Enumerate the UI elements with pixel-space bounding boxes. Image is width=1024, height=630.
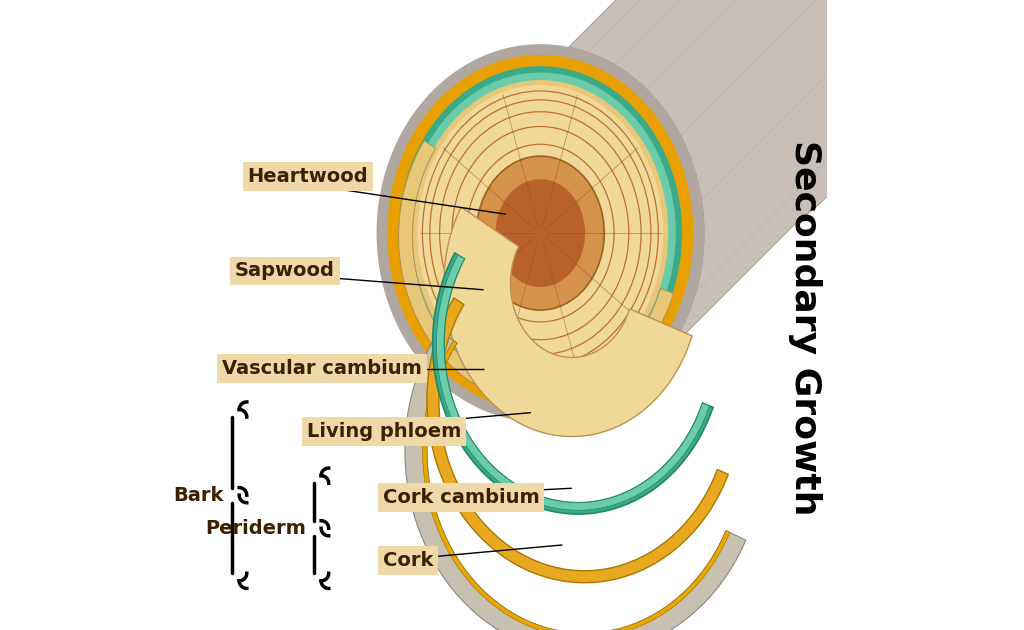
Polygon shape [436,255,710,510]
Text: Cork: Cork [383,551,433,570]
Text: Periderm: Periderm [205,518,306,538]
Text: Secondary Growth: Secondary Growth [787,140,822,515]
Ellipse shape [413,80,669,386]
Polygon shape [404,330,745,630]
Text: Bark: Bark [174,486,224,505]
Polygon shape [398,140,674,403]
Text: Heartwood: Heartwood [248,167,368,186]
Ellipse shape [496,179,585,287]
Text: Sapwood: Sapwood [234,261,335,280]
Polygon shape [427,298,728,583]
Ellipse shape [377,44,705,422]
Polygon shape [568,0,881,397]
Polygon shape [444,207,692,437]
Ellipse shape [476,156,604,310]
Polygon shape [432,253,713,514]
Polygon shape [423,340,730,630]
Text: Vascular cambium: Vascular cambium [222,359,422,378]
Ellipse shape [398,66,682,400]
Ellipse shape [387,55,693,411]
Ellipse shape [418,85,664,381]
Text: Living phloem: Living phloem [307,422,462,441]
Ellipse shape [404,72,676,394]
Text: Cork cambium: Cork cambium [383,488,540,507]
